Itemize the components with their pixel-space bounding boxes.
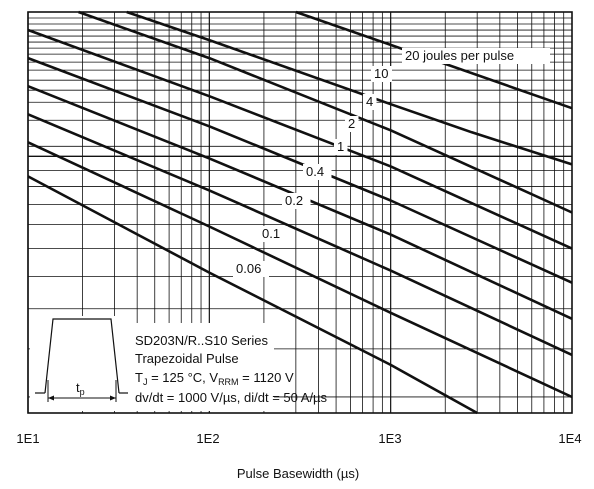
curve-label: 0.2 (285, 193, 303, 208)
curve-label-background (334, 139, 348, 155)
curve-label: 0.1 (262, 226, 280, 241)
svg-text:TJ = 125 °C, VRRM = 1120 V: TJ = 125 °C, VRRM = 1120 V (135, 370, 294, 387)
annotation-vrrm-value: = 1120 V (239, 370, 294, 385)
annotation-slew: dv/dt = 1000 V/µs, di/dt = 50 A/µs (135, 390, 328, 405)
x-tick-label: 1E1 (16, 431, 39, 446)
series-line (126, 10, 573, 166)
curve-label: 20 joules per pulse (405, 48, 514, 63)
pulse-width-label: t (76, 380, 80, 395)
curve-label: 1 (337, 139, 344, 154)
x-tick-label: 1E3 (378, 431, 401, 446)
curve-label: 0.06 (236, 261, 261, 276)
annotation-series: SD203N/R..S10 Series (135, 333, 268, 348)
annotation-pulse-type: Trapezoidal Pulse (135, 351, 239, 366)
pulse-width-subscript: p (80, 387, 85, 397)
curve-label-background (303, 164, 332, 180)
curve-label-background (259, 226, 288, 242)
series-line (78, 10, 573, 214)
curve-label-background (233, 261, 269, 277)
curve-label: 2 (348, 116, 355, 131)
series-line (27, 28, 573, 250)
annotation-tj-value: = 125 °C, V (147, 370, 218, 385)
annotation-vrrm-sub: RRM (218, 377, 239, 387)
annotation-tj: T (135, 370, 143, 385)
x-tick-label: 1E4 (558, 431, 581, 446)
series-line (27, 141, 573, 399)
svg-text:tp: tp (76, 380, 85, 397)
curve-label: 0.4 (306, 164, 324, 179)
annotation-tj-sub: J (143, 377, 148, 387)
series-line (27, 175, 478, 415)
x-axis-label: Pulse Basewidth (µs) (237, 466, 359, 481)
curve-label: 10 (374, 66, 388, 81)
curve-label-background (402, 48, 550, 64)
plot-frame (27, 11, 573, 414)
series-line (27, 113, 573, 357)
trapezoid-pulse-icon: tp (35, 318, 128, 402)
x-tick-label: 1E2 (196, 431, 219, 446)
series-line (27, 56, 573, 284)
curve-label-background (282, 193, 311, 209)
x-tick-labels: 1E1 1E2 1E3 1E4 (16, 431, 581, 446)
curves (27, 10, 573, 415)
curve-label-background (371, 66, 392, 82)
curve-label: 4 (366, 94, 373, 109)
annotation-box: tp SD203N/R..S10 Series Trapezoidal Puls… (30, 316, 328, 411)
curve-label-background (345, 116, 359, 132)
curve-label-background (363, 94, 377, 110)
